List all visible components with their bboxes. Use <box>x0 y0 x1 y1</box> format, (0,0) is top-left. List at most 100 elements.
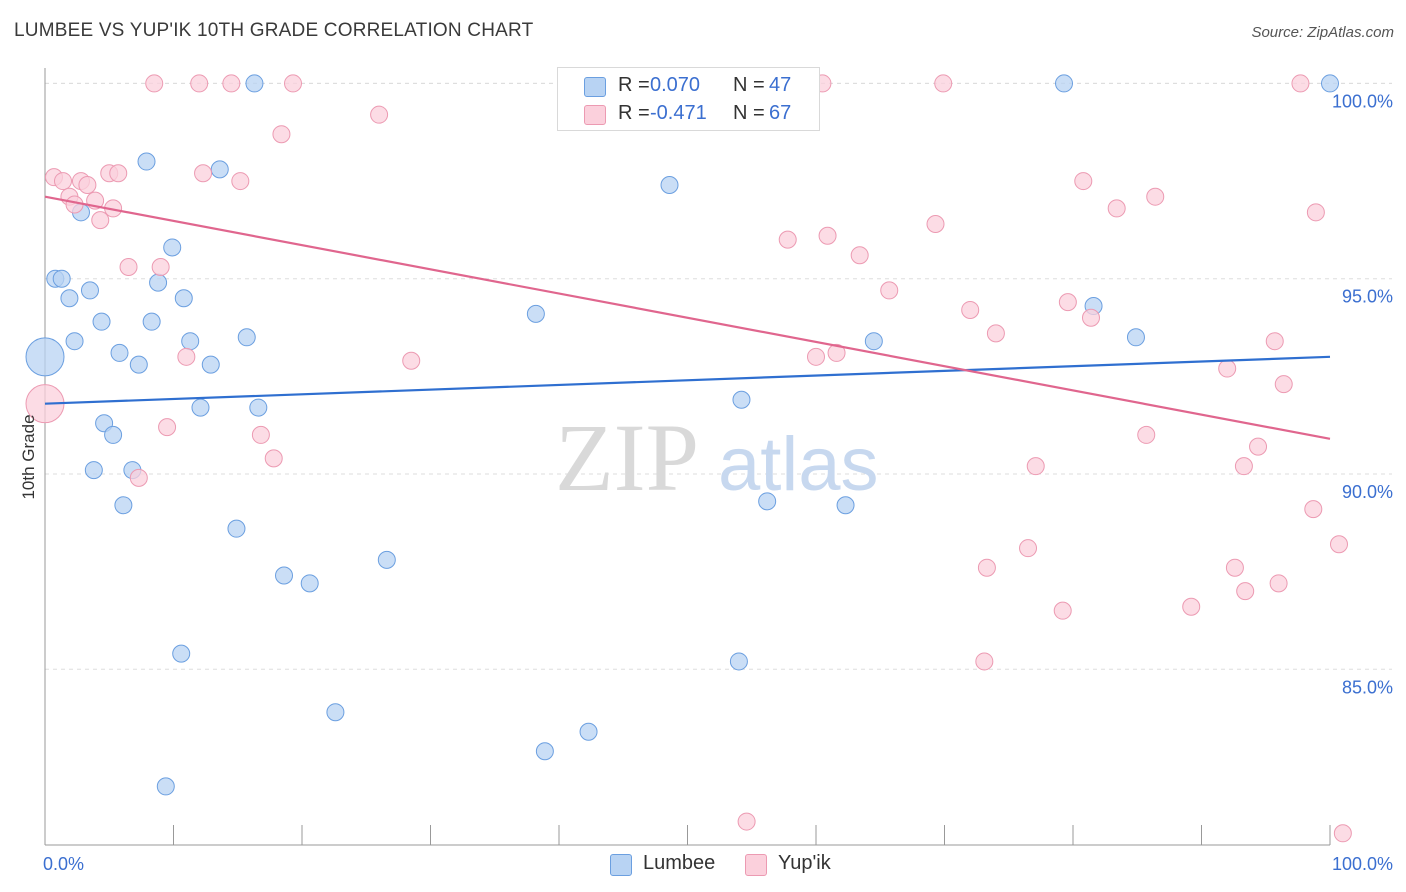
yupik-point <box>1265 332 1284 351</box>
lumbee-point <box>25 337 65 377</box>
yupik-point <box>880 281 899 300</box>
yupik-point <box>145 74 164 93</box>
lumbee-point <box>92 312 111 331</box>
lumbee-point <box>65 332 84 351</box>
y-tick-label: 95.0% <box>1342 287 1393 307</box>
lumbee-point <box>275 566 294 585</box>
yupik-point <box>231 172 250 191</box>
lumbee-point <box>864 332 883 351</box>
lumbee-point <box>526 304 545 323</box>
yupik-point <box>370 105 389 124</box>
lumbee-point <box>579 722 598 741</box>
x-tick-label: 100.0% <box>1332 854 1393 874</box>
legend-n-value: 67 <box>769 102 792 124</box>
yupik-point <box>190 74 209 93</box>
y-axis-label: 10th Grade <box>19 414 38 499</box>
lumbee-point <box>377 550 396 569</box>
legend-series-name: Yup'ik <box>778 852 831 874</box>
yupik-point <box>1146 187 1165 206</box>
yupik-point <box>158 418 177 437</box>
lumbee-point <box>535 742 554 761</box>
yupik-swatch <box>745 854 767 876</box>
yupik-point <box>1026 457 1045 476</box>
yupik-point <box>1329 535 1348 554</box>
lumbee-point <box>201 355 220 374</box>
lumbee-point <box>1055 74 1074 93</box>
yupik-point <box>194 164 213 183</box>
lumbee-point <box>237 328 256 347</box>
yupik-point <box>1137 425 1156 444</box>
yupik-trend-line <box>44 195 1331 440</box>
lumbee-point <box>110 343 129 362</box>
legend-r-value: -0.471 <box>650 102 707 124</box>
legend-series-name: Lumbee <box>643 852 716 874</box>
yupik-point <box>778 230 797 249</box>
lumbee-point <box>163 238 182 257</box>
lumbee-point <box>729 652 748 671</box>
lumbee-point <box>114 496 133 515</box>
lumbee-point <box>191 398 210 417</box>
yupik-point <box>1053 601 1072 620</box>
lumbee-point <box>80 281 99 300</box>
yupik-point <box>926 215 945 234</box>
yupik-point <box>119 257 138 276</box>
yupik-point <box>1058 293 1077 312</box>
lumbee-point <box>52 269 71 288</box>
yupik-point <box>91 211 110 230</box>
yupik-point <box>934 74 953 93</box>
lumbee-point <box>758 492 777 511</box>
yupik-swatch <box>584 105 606 125</box>
yupik-point <box>1218 359 1237 378</box>
yupik-point <box>1274 375 1293 394</box>
yupik-point <box>737 812 756 831</box>
lumbee-point <box>249 398 268 417</box>
yupik-point <box>402 351 421 370</box>
legend-r-label: R = <box>618 74 650 96</box>
watermark-zip: ZIP <box>555 404 699 511</box>
yupik-point <box>1225 558 1244 577</box>
y-tick-label: 90.0% <box>1342 482 1393 502</box>
trend-layer <box>44 195 1331 440</box>
lumbee-point <box>836 496 855 515</box>
yupik-point <box>977 558 996 577</box>
yupik-point <box>78 175 97 194</box>
lumbee-point <box>104 425 123 444</box>
yupik-point <box>151 257 170 276</box>
yupik-point <box>807 347 825 366</box>
yupik-point <box>65 195 84 214</box>
yupik-point <box>222 74 241 93</box>
yupik-point <box>1019 539 1038 558</box>
chart-title: LUMBEE VS YUP'IK 10TH GRADE CORRELATION … <box>14 20 534 41</box>
source-label: Source: ZipAtlas.com <box>1251 24 1394 41</box>
lumbee-point <box>1321 74 1339 93</box>
lumbee-point <box>60 289 79 308</box>
yupik-point <box>1269 574 1288 593</box>
lumbee-point <box>156 777 175 796</box>
yupik-point <box>284 74 303 93</box>
yupik-point <box>1249 437 1268 456</box>
legend-row-yupik: R = -0.471 N = 67 <box>558 100 819 128</box>
x-tick-label: 0.0% <box>43 854 84 874</box>
lumbee-point <box>732 390 751 409</box>
axes-layer: 85.0% 90.0% 95.0% 100.0% 0.0% 100.0% <box>43 68 1393 874</box>
yupik-point <box>1234 457 1253 476</box>
y-tick-label: 100.0% <box>1332 91 1393 111</box>
lumbee-point <box>300 574 319 593</box>
lumbee-point <box>210 160 229 179</box>
lumbee-point <box>660 175 679 194</box>
yupik-point <box>975 652 994 671</box>
yupik-point <box>1306 203 1325 222</box>
yupik-point <box>1074 172 1093 191</box>
yupik-point <box>1182 597 1201 616</box>
lumbee-point <box>137 152 156 171</box>
yupik-point <box>850 246 869 265</box>
y-tick-label: 85.0% <box>1342 677 1393 697</box>
legend-r-label: R = <box>618 102 650 124</box>
yupik-point <box>1236 582 1255 601</box>
legend-n-label: N = <box>733 102 765 124</box>
lumbee-point <box>174 289 193 308</box>
lumbee-point <box>142 312 161 331</box>
yupik-point <box>1291 74 1310 93</box>
yupik-point <box>1304 500 1323 519</box>
legend-n-value: 47 <box>769 74 792 96</box>
